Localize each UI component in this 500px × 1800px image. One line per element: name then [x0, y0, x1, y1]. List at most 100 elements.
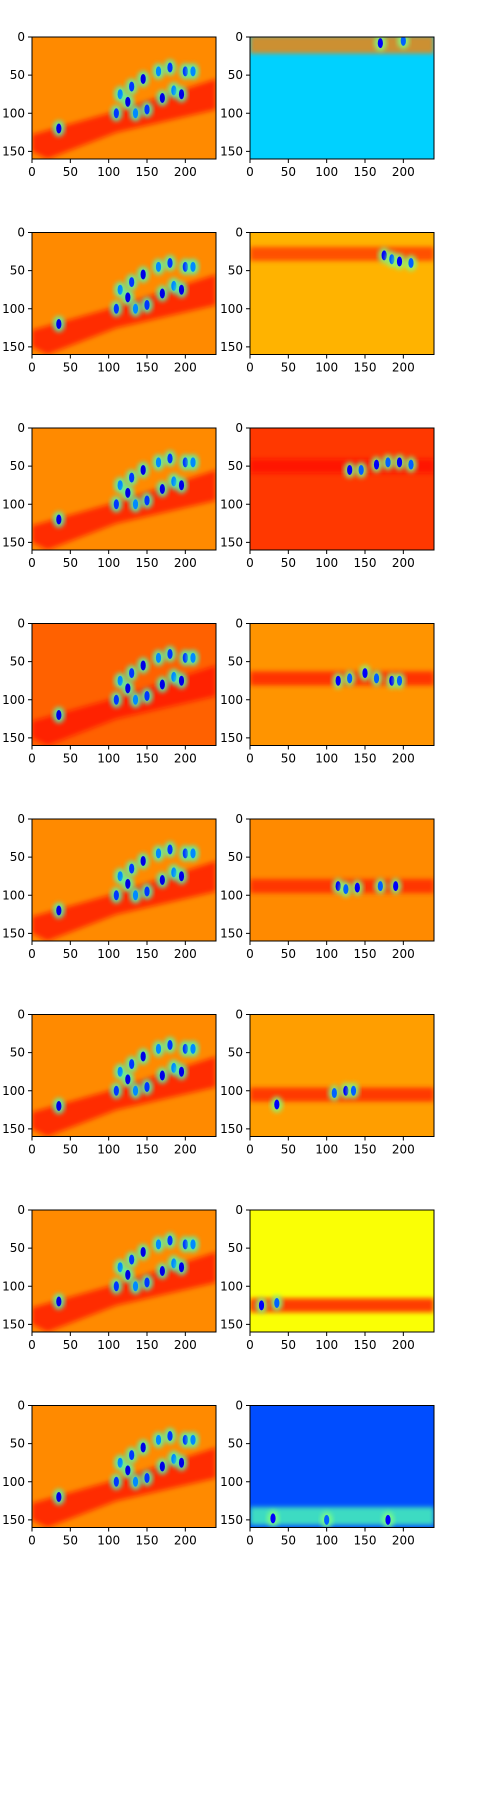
- heatmap-blob: [140, 660, 146, 671]
- panel-right-row-7-ytick-label: 50: [228, 1241, 243, 1255]
- panel-left-row-1-ytick-label: 100: [2, 106, 25, 120]
- panel-right-row-7-ytick-label: 150: [220, 1317, 243, 1331]
- panel-left-row-6-ytick-label: 50: [10, 1046, 25, 1060]
- panel-left-row-8-image: [32, 1405, 216, 1528]
- panel-left-row-8-xtick-label: 150: [136, 1534, 159, 1548]
- heatmap-blob: [144, 104, 150, 115]
- panel-left-row-2-ytick-label: 0: [17, 226, 25, 240]
- panel-left-row-7-ytick-label: 50: [10, 1241, 25, 1255]
- heatmap-blob: [113, 108, 119, 119]
- heatmap-blob: [155, 1043, 162, 1054]
- heatmap-band: [250, 1298, 434, 1313]
- heatmap-blob: [396, 675, 403, 686]
- heatmap-blob: [117, 871, 123, 882]
- panel-left-row-7-image: [32, 1210, 216, 1332]
- panel-right-row-6: 0 50 100 150 200 0 50 100 150: [220, 1008, 435, 1157]
- heatmap-blob: [159, 875, 165, 885]
- heatmap-blob: [182, 848, 188, 859]
- panel-right-row-4-xtick-label: 150: [354, 752, 377, 766]
- panel-right-row-7-frame: [249, 1209, 435, 1333]
- heatmap-blob: [144, 1472, 150, 1483]
- heatmap-blob: [56, 1492, 62, 1502]
- heatmap-blob: [182, 652, 188, 663]
- panel-left-row-4-xtick-label: 200: [174, 752, 197, 766]
- panel-right-row-8-xtick-label: 50: [281, 1534, 296, 1548]
- heatmap-blob: [171, 476, 177, 487]
- panel-right-row-1-xtick-label: 0: [246, 165, 254, 179]
- panel-right-row-4-image: [250, 623, 434, 746]
- heatmap-blob: [171, 85, 177, 96]
- heatmap-blob: [159, 93, 165, 103]
- panel-right-row-8-xtick-label: 0: [246, 1534, 254, 1548]
- panel-left-row-1-ytick-label: 150: [2, 144, 25, 158]
- heatmap-blob: [113, 890, 119, 901]
- panel-right-row-3-xtick-label: 200: [392, 556, 415, 570]
- heatmap-blob: [132, 303, 139, 314]
- panel-right-row-2-xtick-label: 100: [315, 361, 338, 375]
- heatmap-blob: [159, 484, 165, 494]
- panel-left-row-6-xtick-label: 0: [28, 1143, 36, 1157]
- panel-left-row-4: 0 50 100 150 200 0 50 100 150: [2, 617, 217, 766]
- heatmap-blob: [125, 878, 131, 889]
- panel-right-row-4-xtick-label: 50: [281, 752, 296, 766]
- heatmap-blob: [129, 277, 135, 288]
- panel-right-row-6-xtick-label: 50: [281, 1143, 296, 1157]
- heatmap-blob: [178, 480, 185, 491]
- heatmap-blob: [159, 679, 165, 690]
- heatmap-blob: [132, 108, 139, 119]
- panel-right-row-2-xtick-label: 200: [392, 361, 415, 375]
- heatmap-band: [250, 37, 434, 54]
- heatmap-blob: [358, 464, 364, 475]
- heatmap-blob: [389, 675, 395, 686]
- panel-left-row-5-image: [32, 819, 216, 941]
- panel-right-row-4-ytick-label: 0: [235, 617, 243, 631]
- panel-left-row-1-image: [32, 37, 216, 159]
- heatmap-blob: [350, 1085, 357, 1096]
- heatmap-diagonal-band: [32, 860, 216, 941]
- panel-left-row-8: 0 50 100 150 200 0 50 100 150: [2, 1399, 217, 1548]
- heatmap-blob: [155, 1239, 162, 1250]
- panel-right-row-7-xtick-label: 0: [246, 1338, 254, 1352]
- panel-right-row-4-ytick-label: 50: [228, 655, 243, 669]
- panel-right-row-5-ytick-label: 0: [235, 812, 243, 826]
- heatmap-blob: [129, 1450, 135, 1461]
- heatmap-blob: [132, 499, 139, 510]
- panel-left-row-7-xtick-label: 0: [28, 1338, 36, 1352]
- heatmap-blob: [182, 1434, 188, 1445]
- heatmap-diagonal-band: [32, 1447, 216, 1528]
- panel-right-row-3-xtick-label: 150: [354, 556, 377, 570]
- panel-left-row-1-xtick-label: 100: [97, 165, 120, 179]
- panel-right-row-6-xtick-label: 150: [354, 1143, 377, 1157]
- panel-right-row-1-ytick-label: 0: [235, 30, 243, 44]
- panel-right-row-8-frame: [249, 1405, 435, 1528]
- heatmap-blob: [129, 1254, 135, 1265]
- panel-left-row-1-ytick-label: 50: [10, 68, 25, 82]
- panel-left-row-2-image: [32, 232, 216, 355]
- panel-left-row-2-ytick-label: 50: [10, 264, 25, 278]
- panel-right-row-8: 0 50 100 150 200 0 50 100 150: [220, 1399, 435, 1548]
- panel-right-row-3-ytick-label: 0: [235, 421, 243, 435]
- panel-left-row-6-ytick-label: 150: [2, 1122, 25, 1136]
- panel-right-row-2-frame: [249, 232, 435, 355]
- panel-left-row-5-xtick-label: 50: [63, 947, 78, 961]
- heatmap-background: [250, 428, 434, 550]
- heatmap-blob: [117, 89, 123, 100]
- panel-left-row-4-xtick-label: 50: [63, 752, 78, 766]
- panel-left-row-3-ytick-label: 150: [2, 535, 25, 549]
- heatmap-blob: [377, 38, 383, 49]
- heatmap-blob: [140, 269, 146, 280]
- heatmap-blob: [155, 457, 162, 468]
- panel-right-row-5-ytick-label: 150: [220, 926, 243, 940]
- heatmap-blob: [167, 1235, 173, 1246]
- panel-right-row-3-ytick-label: 100: [220, 497, 243, 511]
- panel-left-row-5-xtick-label: 100: [97, 947, 120, 961]
- panel-right-row-3-xtick-label: 0: [246, 556, 254, 570]
- heatmap-blob: [385, 457, 391, 468]
- heatmap-blob: [393, 881, 399, 892]
- panel-right-row-2: 0 50 100 150 200 0 50 100 150: [220, 226, 435, 375]
- panel-left-row-6-xtick-label: 100: [97, 1143, 120, 1157]
- panel-right-row-3-frame: [249, 427, 435, 551]
- heatmap-blob: [113, 1281, 119, 1292]
- panel-right-row-6-ytick-label: 50: [228, 1046, 243, 1060]
- panel-left-row-2-ytick-label: 150: [2, 340, 25, 354]
